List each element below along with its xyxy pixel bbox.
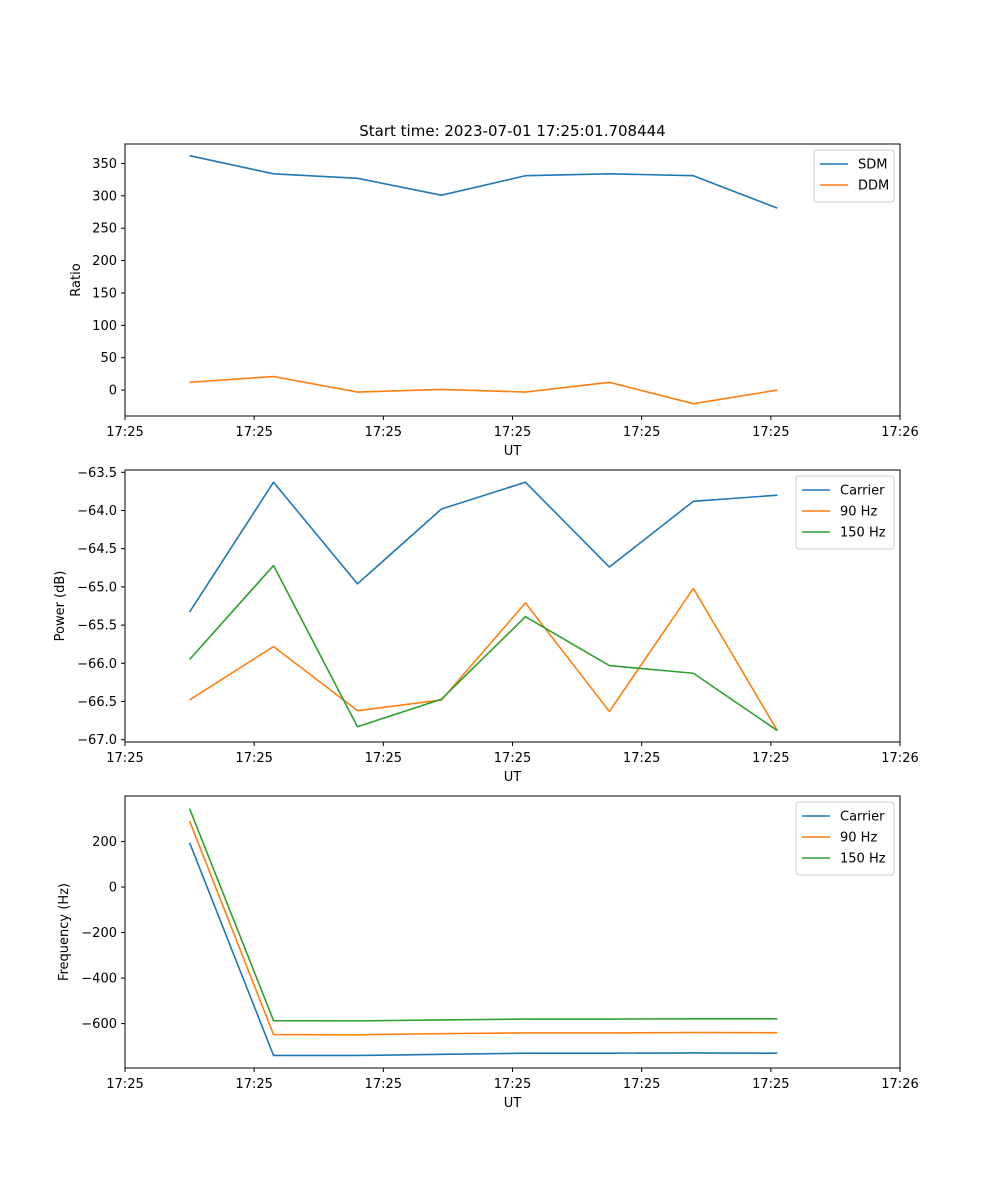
frequency-y-tick-label: 0 bbox=[109, 881, 117, 896]
ratio-x-tick-label: 17:25 bbox=[365, 425, 402, 440]
power-legend-box bbox=[795, 475, 895, 550]
power-x-tick-label: 17:25 bbox=[623, 751, 660, 766]
ratio-y-tick-label: 100 bbox=[92, 319, 117, 334]
frequency-x-tick-label: 17:25 bbox=[365, 1077, 402, 1092]
ratio-y-tick-label: 250 bbox=[92, 222, 117, 237]
power-y-tick-label: −63.5 bbox=[77, 466, 117, 481]
frequency-y-tick-label: −400 bbox=[81, 972, 117, 987]
ratio-legend-label-ddm: DDM bbox=[858, 179, 889, 194]
power-y-tick-label: −65.0 bbox=[77, 580, 117, 595]
frequency-series-line-carrier bbox=[188, 842, 778, 1057]
ratio-y-axis-label: Ratio bbox=[69, 263, 84, 296]
power-legend: Carrier 90 Hz 150 Hz bbox=[795, 475, 895, 550]
frequency-legend: Carrier 90 Hz 150 Hz bbox=[795, 801, 895, 876]
power-legend-label-90-hz: 90 Hz bbox=[840, 505, 877, 520]
power-series-line-90-hz bbox=[189, 587, 778, 731]
frequency-legend-label-90-hz: 90 Hz bbox=[840, 831, 877, 846]
power-y-tick-label: −64.5 bbox=[77, 542, 117, 557]
ratio-y-tick-label: 300 bbox=[92, 189, 117, 204]
ratio-x-axis-label: UT bbox=[504, 444, 522, 459]
frequency-y-tick-label: −600 bbox=[81, 1017, 117, 1032]
ratio-legend-box bbox=[813, 149, 895, 203]
frequency-series-line-150-hz bbox=[188, 808, 778, 1022]
ratio-x-tick-label: 17:25 bbox=[106, 425, 143, 440]
ratio-panel: 17:25 17:25 17:25 17:25 17:25 17:25 17:26 0 50 10… bbox=[69, 143, 919, 459]
ratio-legend-label-sdm: SDM bbox=[858, 158, 887, 173]
ratio-y-tick-label: 150 bbox=[92, 286, 117, 301]
frequency-legend-box bbox=[795, 801, 895, 876]
power-x-axis-label: UT bbox=[504, 770, 522, 785]
power-series-line-150-hz bbox=[188, 564, 778, 732]
frequency-x-tick-label: 17:25 bbox=[106, 1077, 143, 1092]
power-x-tick-label: 17:25 bbox=[494, 751, 531, 766]
frequency-panel: 17:25 17:25 17:25 17:25 17:25 17:25 17:26 −600 −… bbox=[57, 795, 919, 1111]
frequency-x-tick-label: 17:25 bbox=[752, 1077, 789, 1092]
ratio-series-line-ddm bbox=[189, 375, 778, 405]
frequency-legend-label-carrier: Carrier bbox=[840, 810, 885, 825]
frequency-x-tick-label: 17:25 bbox=[494, 1077, 531, 1092]
frequency-x-tick-label: 17:25 bbox=[623, 1077, 660, 1092]
frequency-y-tick-label: 200 bbox=[92, 835, 117, 850]
frequency-x-axis-label: UT bbox=[504, 1096, 522, 1111]
power-y-axis-label: Power (dB) bbox=[53, 571, 68, 642]
power-panel: 17:25 17:25 17:25 17:25 17:25 17:25 17:26 −67.0… bbox=[53, 466, 919, 785]
frequency-x-tick-label: 17:26 bbox=[881, 1077, 918, 1092]
frequency-legend-label-150-hz: 150 Hz bbox=[840, 852, 886, 867]
ratio-y-tick-label: 0 bbox=[109, 384, 117, 399]
frequency-series-line-90-hz bbox=[188, 820, 778, 1036]
ratio-y-tick-label: 200 bbox=[92, 254, 117, 269]
ratio-series-line-sdm bbox=[189, 154, 778, 209]
ratio-x-tick-label: 17:25 bbox=[235, 425, 272, 440]
ratio-x-tick-label: 17:25 bbox=[494, 425, 531, 440]
power-y-tick-label: −64.0 bbox=[77, 504, 117, 519]
ratio-legend: SDM DDM bbox=[813, 149, 895, 203]
power-y-tick-label: −67.0 bbox=[77, 733, 117, 748]
power-x-tick-label: 17:26 bbox=[881, 751, 918, 766]
power-y-tick-label: −66.5 bbox=[77, 695, 117, 710]
power-series-line-carrier bbox=[188, 481, 778, 613]
ratio-y-tick-label: 50 bbox=[100, 351, 117, 366]
power-x-tick-label: 17:25 bbox=[752, 751, 789, 766]
ratio-x-tick-label: 17:26 bbox=[881, 425, 918, 440]
power-y-tick-label: −65.5 bbox=[77, 619, 117, 634]
power-x-tick-label: 17:25 bbox=[365, 751, 402, 766]
figure-title: Start time: 2023-07-01 17:25:01.708444 bbox=[359, 122, 665, 140]
ratio-x-tick-label: 17:25 bbox=[752, 425, 789, 440]
power-legend-label-carrier: Carrier bbox=[840, 484, 885, 499]
power-x-tick-label: 17:25 bbox=[106, 751, 143, 766]
power-y-tick-label: −66.0 bbox=[77, 657, 117, 672]
ratio-x-tick-label: 17:25 bbox=[623, 425, 660, 440]
frequency-y-axis-label: Frequency (Hz) bbox=[57, 883, 72, 981]
power-x-tick-label: 17:25 bbox=[235, 751, 272, 766]
power-legend-label-150-hz: 150 Hz bbox=[840, 526, 886, 541]
frequency-x-tick-label: 17:25 bbox=[235, 1077, 272, 1092]
frequency-y-tick-label: −200 bbox=[81, 926, 117, 941]
ratio-y-tick-label: 350 bbox=[92, 157, 117, 172]
